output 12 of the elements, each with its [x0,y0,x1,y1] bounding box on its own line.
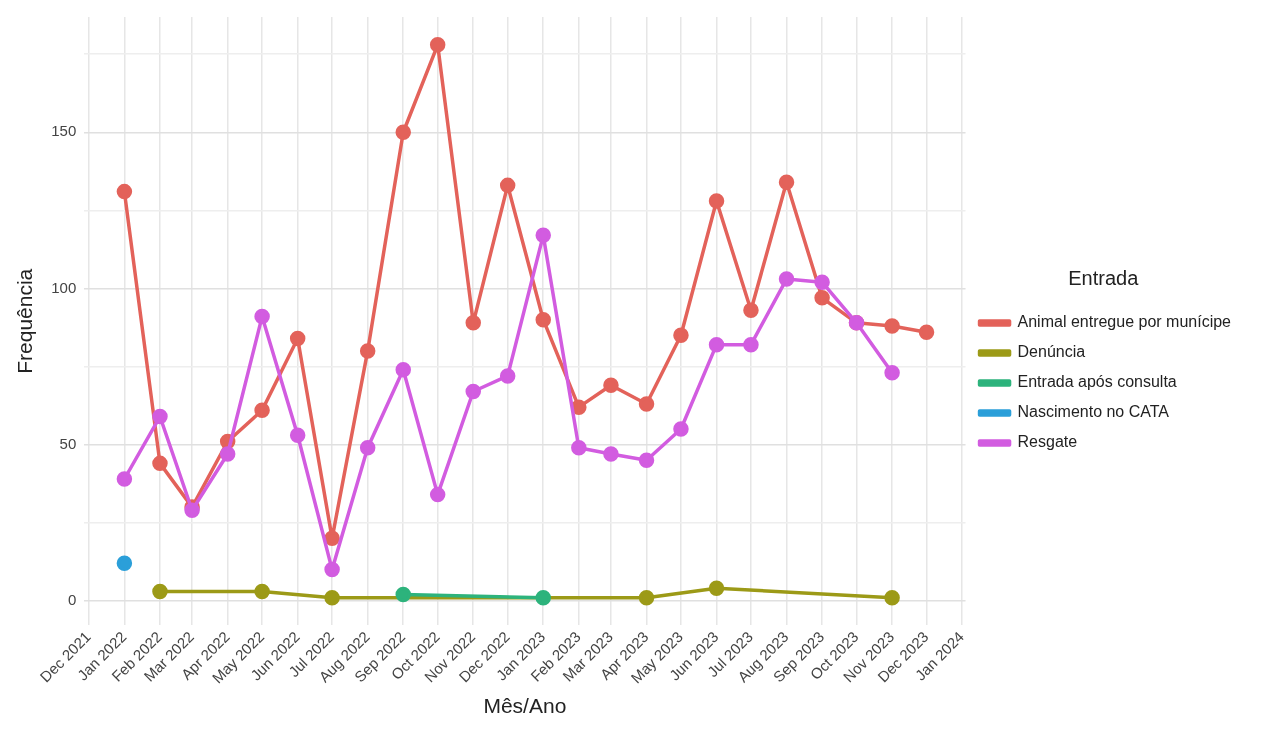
y-tick-label: 150 [51,122,77,140]
y-tick-label: 0 [67,590,77,608]
legend-label: Nascimento no CATA [1017,403,1170,421]
legend-label: Resgate [1017,433,1078,451]
legend-title: Entrada [1068,266,1140,289]
x-axis-title: Mês/Ano [483,694,567,718]
legend-label: Animal entregue por munícipe [1017,313,1232,331]
legend-label: Denúncia [1017,343,1086,361]
y-tick-label: 100 [51,278,77,296]
y-tick-label: 50 [59,434,77,452]
y-axis-title: Frequência [13,268,37,374]
legend-label: Entrada após consulta [1017,373,1177,391]
